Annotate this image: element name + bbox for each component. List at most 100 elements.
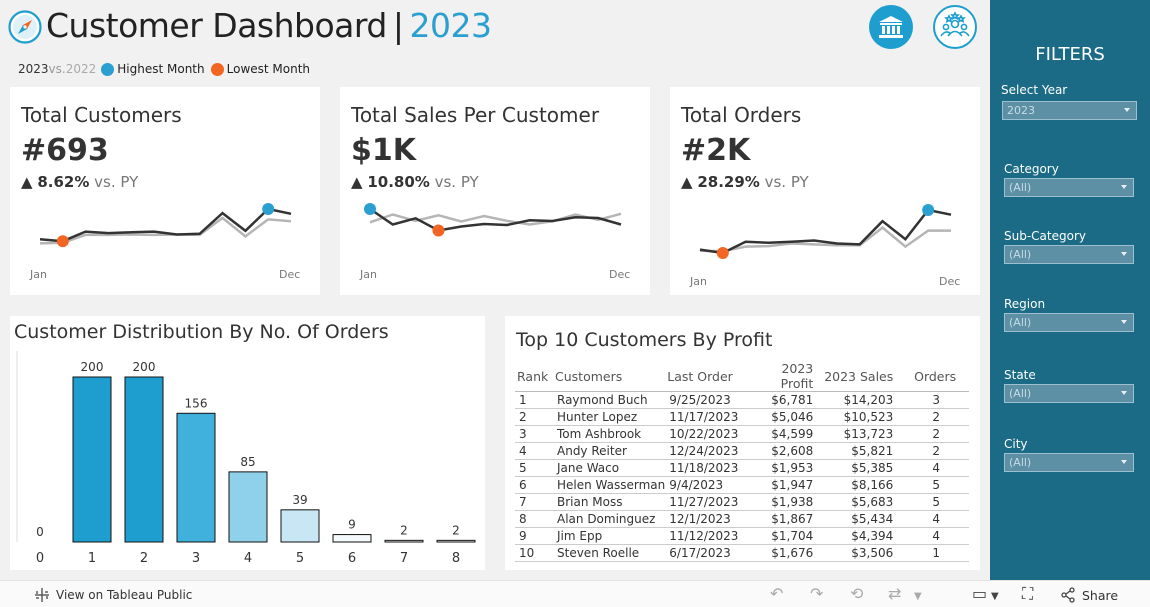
filter-category-value: (All) [1009,181,1032,194]
table-row[interactable]: 4 Andy Reiter 12/24/2023 $2,608 $5,821 2 [515,442,969,460]
kpi-card-total-customers: Total Customers #693 ▲ 8.62% vs. PY Jan … [10,87,320,295]
filter-region-select[interactable]: (All) [1004,313,1134,332]
bar[interactable] [72,376,112,543]
table-row[interactable]: 6 Helen Wasserman 9/4/2023 $1,947 $8,166 5 [515,476,969,494]
bar[interactable] [176,412,216,543]
table-cell: 8 [515,510,553,528]
table-cell: $10,523 [819,408,900,426]
kpi-value: #693 [21,133,109,168]
chevron-down-icon [1121,320,1127,324]
sparkline-start-label: Jan [30,268,47,281]
table-cell: 2 [899,408,969,426]
table-row[interactable]: 9 Jim Epp 11/12/2023 $1,704 $4,394 4 [515,527,969,545]
col-sales-header[interactable]: 2023 Sales [819,361,900,392]
table-row[interactable]: 1 Raymond Buch 9/25/2023 $6,781 $14,203 3 [515,391,969,409]
bar-value-label: 39 [292,493,307,507]
kpi-sparkline[interactable] [340,87,650,295]
lowest-month-marker[interactable] [432,224,445,237]
col-customers-header[interactable]: Customers [553,361,666,392]
highest-month-marker[interactable] [262,203,275,215]
col-profit-header[interactable]: 2023 Profit [747,361,820,392]
kpi-sparkline[interactable] [670,87,980,295]
table-cell: $1,676 [747,544,820,562]
comment-dropdown-icon[interactable]: ▼ [991,591,999,602]
table-row[interactable]: 5 Jane Waco 11/18/2023 $1,953 $5,385 4 [515,459,969,477]
bar-value-label: 2 [400,523,408,537]
bar[interactable] [332,534,372,543]
table-row[interactable]: 10 Steven Roelle 6/17/2023 $1,676 $3,506 1 [515,544,969,562]
filter-year-select[interactable]: 2023 [1002,101,1137,120]
highest-month-marker[interactable] [364,203,376,215]
highest-month-marker[interactable] [922,204,935,216]
table-cell: Helen Wasserman [553,476,666,494]
table-cell: Tom Ashbrook [553,425,666,443]
legend: 2023 vs. 2022 Highest Month Lowest Month [18,62,310,76]
redo-icon[interactable]: ↷ [810,584,824,603]
lowest-month-marker[interactable] [56,235,69,248]
table-cell: 2 [899,442,969,460]
bank-icon [879,16,903,38]
x-tick-label: 5 [296,551,304,566]
share-button[interactable]: Share [1060,587,1118,603]
undo-icon[interactable]: ↶ [770,584,784,603]
view-on-tableau-link[interactable]: View on Tableau Public [34,587,192,603]
table-cell: 2 [515,408,553,426]
lowest-month-marker[interactable] [716,247,729,259]
title-year: 2023 [409,6,492,45]
table-cell: Jane Waco [553,459,666,477]
table-cell: 3 [515,425,553,443]
table-cell: 4 [899,527,969,545]
up-arrow-icon: ▲ [681,173,693,191]
table-cell: 6 [515,476,553,494]
table-cell: $1,947 [747,476,820,494]
x-tick-label: 2 [140,551,148,566]
table-row[interactable]: 8 Alan Dominguez 12/1/2023 $1,867 $5,434 4 [515,510,969,528]
kpi-title: Total Customers [21,103,182,127]
table-cell: $1,953 [747,459,820,477]
col-last-order-header[interactable]: Last Order [665,361,748,392]
title-separator: | [392,6,404,45]
table-cell: Brian Moss [553,493,666,511]
kpi-card-sales-per-customer: Total Sales Per Customer $1K ▲ 10.80% vs… [340,87,650,295]
table-row[interactable]: 3 Tom Ashbrook 10/22/2023 $4,599 $13,723 2 [515,425,969,443]
table-row[interactable]: 2 Hunter Lopez 11/17/2023 $5,046 $10,523 2 [515,408,969,426]
filter-subcategory-select[interactable]: (All) [1004,245,1134,264]
filter-state-select[interactable]: (All) [1004,384,1134,403]
bar-value-label: 156 [185,396,208,410]
table-cell: 11/17/2023 [665,408,748,426]
filter-city-select[interactable]: (All) [1004,453,1134,472]
bar[interactable] [436,539,476,543]
bar-value-label: 0 [36,525,44,539]
x-tick-label: 7 [400,551,408,566]
bar[interactable] [384,539,424,543]
bar[interactable] [124,376,164,543]
comment-icon[interactable]: ▭ [972,584,988,603]
table-cell: Alan Dominguez [553,510,666,528]
filter-category-select[interactable]: (All) [1004,178,1134,197]
refresh-icon[interactable]: ⇄ [888,584,902,603]
bar[interactable] [280,509,320,543]
kpi-sparkline[interactable] [10,87,320,295]
top10-customers-card: Top 10 Customers By Profit Rank Customer… [505,316,980,570]
bank-button[interactable] [869,5,913,49]
table-cell: 2 [899,425,969,443]
x-tick-label: 8 [452,551,460,566]
legend-current-year: 2023 [18,62,49,76]
table-row[interactable]: 7 Brian Moss 11/27/2023 $1,938 $5,683 5 [515,493,969,511]
bar-chart[interactable]: 0 0 200 1 200 2 156 3 85 4 39 5 9 6 2 7 2 8 [10,316,485,570]
filters-title: FILTERS [1035,44,1105,65]
col-orders-header[interactable]: Orders [899,361,969,392]
filters-sidebar: FILTERS Select Year 2023 Category (All) … [990,0,1150,580]
people-button[interactable] [933,5,977,49]
table-cell: 12/1/2023 [665,510,748,528]
refresh-dropdown-icon[interactable]: ▼ [914,591,922,602]
fullscreen-icon[interactable]: ⛶ [1022,584,1034,603]
revert-icon[interactable]: ⟲ [850,584,864,603]
bar[interactable] [228,471,268,543]
chevron-down-icon [1121,460,1127,464]
chevron-down-icon [1121,391,1127,395]
table-cell: $14,203 [819,391,900,409]
kpi-vs-label: vs. PY [764,173,809,191]
col-rank-header[interactable]: Rank [515,361,553,392]
bar-value-label: 200 [133,360,156,374]
